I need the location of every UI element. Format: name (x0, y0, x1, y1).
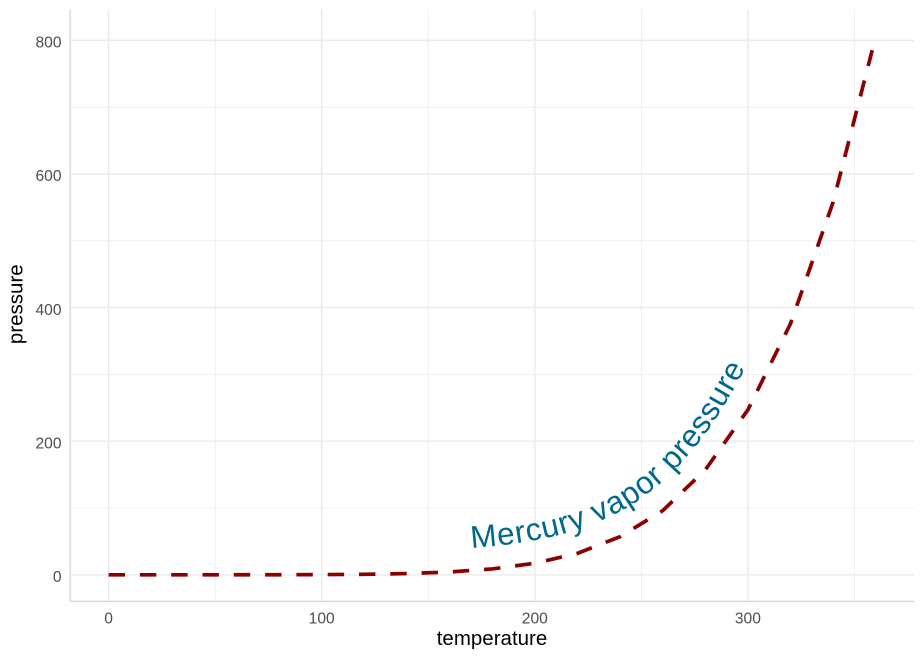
svg-text:600: 600 (35, 168, 61, 185)
svg-text:100: 100 (309, 610, 335, 627)
svg-text:0: 0 (53, 569, 62, 586)
svg-text:0: 0 (104, 610, 113, 627)
svg-text:pressure: pressure (5, 264, 28, 344)
svg-text:200: 200 (35, 435, 61, 452)
svg-text:400: 400 (35, 302, 61, 319)
svg-text:300: 300 (735, 610, 761, 627)
svg-text:800: 800 (35, 35, 61, 52)
svg-text:temperature: temperature (437, 627, 548, 650)
svg-text:200: 200 (522, 610, 548, 627)
